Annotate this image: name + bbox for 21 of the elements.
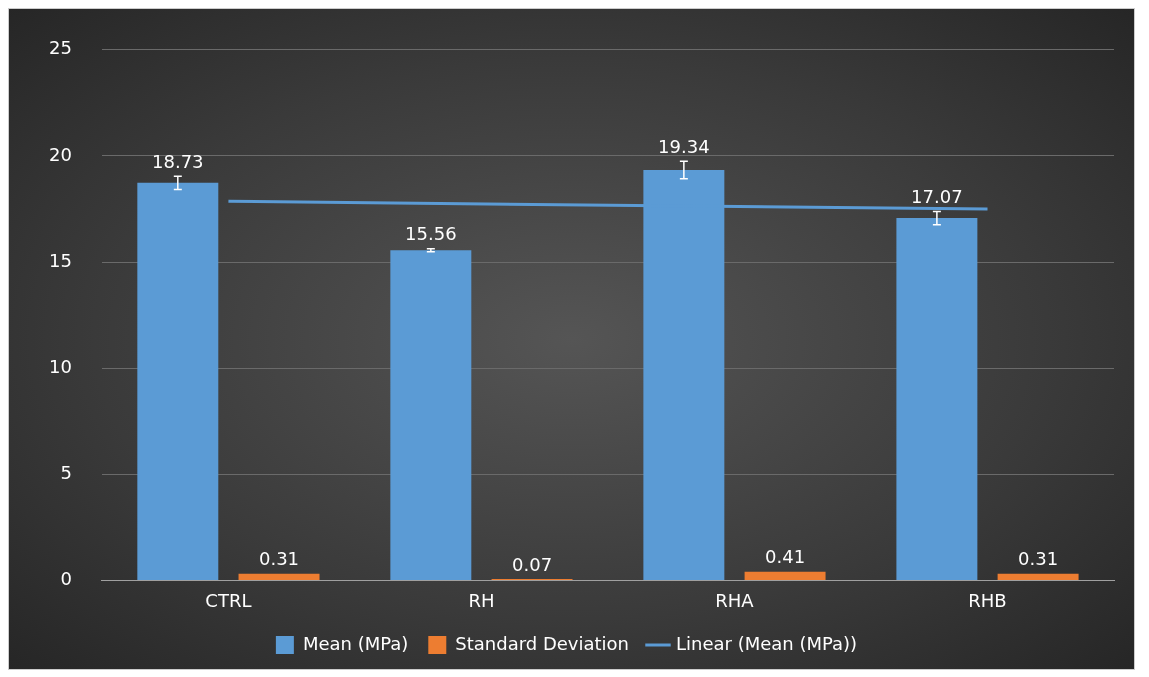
data-label: 19.34 xyxy=(658,135,710,157)
x-tick-label: RHB xyxy=(968,589,1007,611)
x-tick-label: CTRL xyxy=(205,589,252,611)
legend-label: Linear (Mean (MPa)) xyxy=(676,632,858,654)
data-label: 0.31 xyxy=(258,548,300,570)
y-tick-label: 15 xyxy=(49,249,72,271)
x-tick-label: RHA xyxy=(715,589,755,611)
data-label: 17.07 xyxy=(911,186,963,208)
y-tick-label: 5 xyxy=(60,461,72,483)
y-tick-label: 0 xyxy=(60,568,72,590)
y-tick-label: 25 xyxy=(49,37,72,59)
legend-label: Standard Deviation xyxy=(455,632,630,654)
x-tick-label: RH xyxy=(468,589,495,611)
data-label: 0.31 xyxy=(1018,548,1059,570)
data-label: 0.41 xyxy=(765,546,806,568)
legend-label: Mean (MPa) xyxy=(302,632,409,654)
y-tick-label: 20 xyxy=(49,143,72,165)
data-label: 18.73 xyxy=(152,150,204,172)
data-label: 15.56 xyxy=(405,223,457,245)
data-label: 0.07 xyxy=(512,553,553,575)
y-tick-label: 10 xyxy=(49,355,72,377)
